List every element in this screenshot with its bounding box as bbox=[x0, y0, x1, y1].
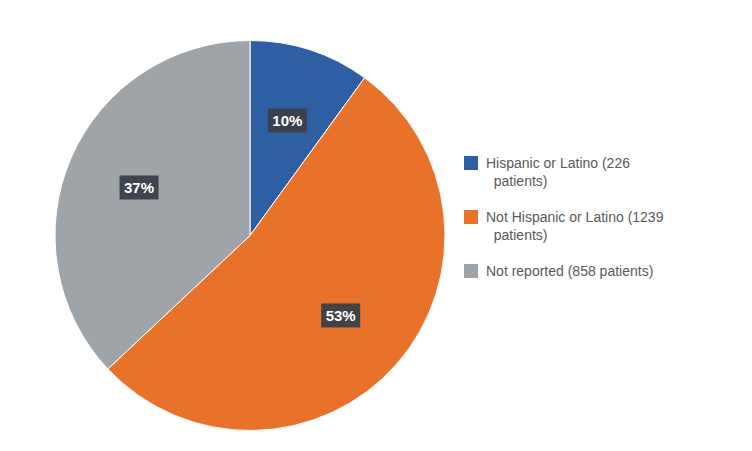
html-text:Not reported (858 patients): Not reported (858 patients) bbox=[486, 262, 654, 279]
svg-text:53%: 53% bbox=[326, 307, 356, 324]
html-text:Not Hispanic or Latino (1239 p: Not Hispanic or Latino (1239 patients) bbox=[486, 208, 664, 243]
svg-text:10%: 10% bbox=[272, 112, 302, 129]
svg-text:37%: 37% bbox=[124, 179, 154, 196]
html-text:Hispanic or Latino (226 patien: Hispanic or Latino (226 patients) bbox=[486, 154, 630, 189]
